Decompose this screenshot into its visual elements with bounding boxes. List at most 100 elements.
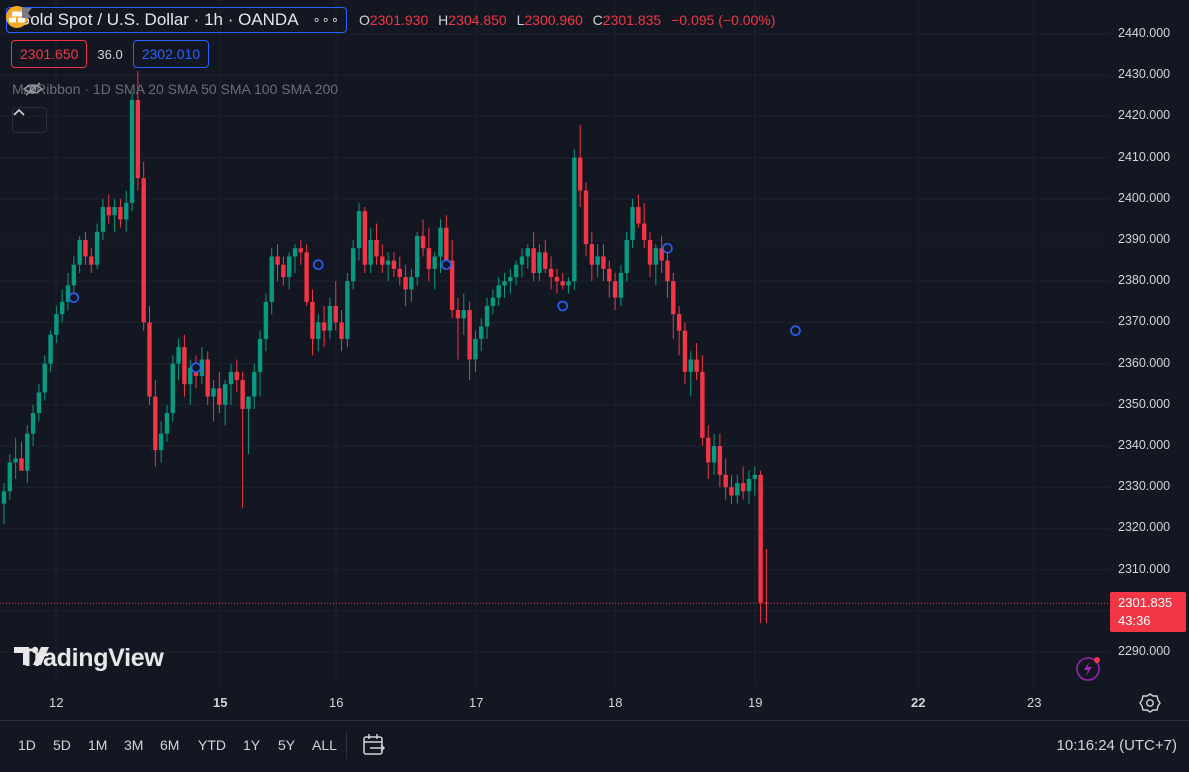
candle-body <box>601 256 606 269</box>
candle-body <box>746 478 752 492</box>
candle-body <box>48 334 53 364</box>
candle-body <box>700 371 705 438</box>
candle-body <box>508 277 513 282</box>
bar-countdown: 43:36 <box>1118 613 1151 628</box>
range-button-ytd[interactable]: YTD <box>198 737 226 753</box>
bottom-toolbar: 10:16:24 (UTC+7) 1D 5D 1M 3M 6M YTD 1Y 5Y ALL <box>0 720 1189 772</box>
range-button-all[interactable]: ALL <box>312 737 337 753</box>
event-marker[interactable] <box>790 325 801 336</box>
flag-icon[interactable] <box>20 6 34 20</box>
candle-body <box>222 384 228 405</box>
last-price-value: 2301.835 <box>1118 595 1173 610</box>
candle-body <box>659 248 664 261</box>
last-price-label: 2301.835 43:36 <box>1110 592 1186 632</box>
candle-body <box>752 474 757 479</box>
candle-body <box>543 252 548 269</box>
price-tick: 2350.000 <box>1118 396 1171 411</box>
candle-body <box>438 227 443 257</box>
event-marker[interactable] <box>68 292 80 303</box>
candle-body <box>217 388 222 405</box>
settings-gear-icon[interactable] <box>1139 692 1161 714</box>
candle-body <box>257 338 263 372</box>
indicator-legend[interactable]: MA Ribbon · 1D SMA 20 SMA 50 SMA 100 SMA… <box>12 81 338 97</box>
date-range-icon[interactable] <box>362 733 388 757</box>
ohlc-low: 2300.960 <box>524 12 583 28</box>
candle-body <box>292 248 298 257</box>
range-button-3m[interactable]: 3M <box>124 737 144 753</box>
candle-body <box>642 223 647 240</box>
candle-body <box>717 446 723 475</box>
tradingview-logo-icon <box>14 646 49 665</box>
sell-button[interactable]: 2301.650 <box>11 40 88 68</box>
candle-body <box>525 248 530 257</box>
symbol-selector[interactable]: Gold Spot / U.S. Dollar · 1h · OANDA ∘∘∘ <box>6 6 347 33</box>
candle-body <box>391 260 397 269</box>
timezone-clock[interactable]: 10:16:24 (UTC+7) <box>1056 737 1177 754</box>
candle-body <box>612 281 618 298</box>
event-marker[interactable] <box>662 242 673 254</box>
price-tick: 2340.000 <box>1118 438 1171 452</box>
candle-body <box>356 211 362 249</box>
range-button-5d[interactable]: 5D <box>53 737 71 753</box>
candle-body <box>100 207 106 232</box>
candle-body <box>252 371 257 397</box>
candle-body <box>380 256 385 265</box>
ohlc-close-label: C <box>592 12 603 28</box>
trade-panel: 2301.650 36.0 2302.010 <box>11 40 210 68</box>
range-button-1d[interactable]: 1D <box>18 737 36 753</box>
more-options-icon[interactable]: ∘∘∘ <box>312 12 340 27</box>
event-marker[interactable] <box>557 300 569 312</box>
candle-body <box>240 380 245 409</box>
eye-hidden-icon[interactable] <box>22 81 44 97</box>
candlestick-chart[interactable] <box>0 0 1110 686</box>
price-tick: 2430.000 <box>1118 67 1171 82</box>
candle-body <box>519 256 525 265</box>
candle-body <box>281 264 286 278</box>
candle-body <box>333 305 338 323</box>
range-button-1y[interactable]: 1Y <box>243 737 261 753</box>
candle-body <box>490 297 496 306</box>
candle-body <box>94 231 100 265</box>
event-marker[interactable] <box>312 259 324 271</box>
ohlc-open-label: O <box>358 12 370 28</box>
time-scale[interactable]: 12 15 16 17 18 19 22 23 <box>0 686 1161 720</box>
event-marker[interactable] <box>190 362 202 374</box>
candle-body <box>176 347 181 364</box>
ohlc-values: O2301.930 H2304.850 L2300.960 C2301.835 … <box>359 12 775 28</box>
candle-body <box>548 268 554 278</box>
range-button-1m[interactable]: 1M <box>88 737 108 753</box>
candle-body <box>473 338 478 360</box>
candle-body <box>211 388 216 397</box>
price-scale[interactable]: 2440.000 2430.000 2420.000 2410.000 2400.000… <box>1110 0 1189 686</box>
candle-body <box>374 240 379 257</box>
candle-body <box>531 248 536 273</box>
candle-body <box>409 277 414 290</box>
candle-body <box>135 99 141 179</box>
candle-body <box>310 301 315 339</box>
ohlc-change: −0.095 (−0.00%) <box>671 12 776 28</box>
candle-body <box>246 396 251 409</box>
collapse-legend-button[interactable] <box>12 107 47 133</box>
candle-body <box>30 413 36 434</box>
ohlc-open: 2301.930 <box>369 12 429 28</box>
buy-button[interactable]: 2302.010 <box>132 40 210 68</box>
candle-body <box>484 305 490 327</box>
lightning-alert-icon[interactable] <box>1074 654 1104 684</box>
chevron-up-icon <box>13 108 25 116</box>
chart-pane[interactable]: Gold Spot / U.S. Dollar · 1h · OANDA ∘∘∘… <box>0 0 1110 686</box>
price-tick: 2440.000 <box>1118 26 1171 40</box>
event-marker[interactable] <box>441 259 452 271</box>
range-button-5y[interactable]: 5Y <box>278 737 296 753</box>
candle-body <box>676 314 682 331</box>
candle-body <box>694 359 699 372</box>
candle-body <box>321 322 327 331</box>
candle-body <box>263 301 269 339</box>
range-button-6m[interactable]: 6M <box>160 737 180 753</box>
time-tick: 22 <box>911 695 926 710</box>
candle-body <box>560 281 565 286</box>
candle-body <box>403 277 408 290</box>
candle-body <box>316 322 321 339</box>
candle-body <box>286 256 292 278</box>
candle-body <box>65 285 71 302</box>
candle-body <box>339 322 344 339</box>
